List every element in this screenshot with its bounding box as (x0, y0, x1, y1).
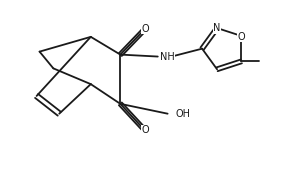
Text: O: O (141, 24, 149, 34)
Text: OH: OH (176, 109, 191, 119)
Text: O: O (141, 125, 149, 135)
Text: N: N (213, 23, 221, 33)
Text: O: O (237, 32, 245, 42)
Text: NH: NH (160, 52, 174, 62)
